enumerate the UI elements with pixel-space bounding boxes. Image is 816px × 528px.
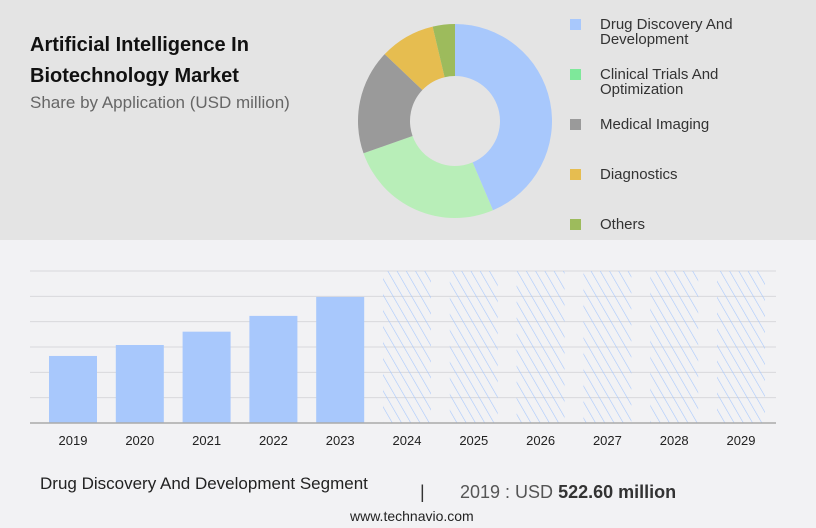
chart-subtitle: Share by Application (USD million)	[30, 93, 290, 112]
donut-slice	[432, 24, 455, 78]
bar-2022	[249, 315, 298, 423]
bar-2020	[115, 345, 164, 423]
website-link[interactable]: www.technavio.com	[350, 508, 474, 524]
x-tick-label: 2025	[459, 433, 488, 448]
legend-swatch	[570, 19, 581, 30]
x-tick-label: 2024	[393, 433, 422, 448]
legend-label: Diagnostics	[600, 166, 678, 183]
x-tick-label: 2022	[259, 433, 288, 448]
legend-label: Drug Discovery And Development	[600, 16, 733, 48]
x-tick-label: 2021	[192, 433, 221, 448]
forecast-bar-2025	[449, 271, 498, 423]
value-amount: 522.60 million	[558, 482, 677, 502]
x-tick-label: 2019	[59, 433, 88, 448]
donut-slice	[455, 24, 552, 211]
legend-item: Others	[570, 217, 800, 249]
donut-slice	[363, 135, 493, 218]
legend-item: Drug Discovery And Development	[570, 17, 800, 49]
legend-item: Diagnostics	[570, 167, 800, 199]
x-tick-label: 2026	[526, 433, 555, 448]
forecast-bar-2027	[583, 271, 632, 423]
bar-chart: 2019 2020 2021 2022 2023 2024 2025 2026 2027 2028…	[30, 270, 776, 448]
donut-slice	[384, 26, 445, 90]
forecast-bar-2028	[650, 271, 699, 423]
legend-label: Clinical Trials And Optimization	[600, 66, 719, 98]
forecast-bar-2029	[717, 271, 765, 423]
x-tick-label: 2027	[593, 433, 622, 448]
forecast-bar-2026	[516, 271, 565, 423]
segment-value: 2019 : USD 522.60 million	[460, 482, 676, 503]
x-tick-label: 2028	[660, 433, 689, 448]
donut-slice	[358, 54, 423, 154]
legend-label: Medical Imaging	[600, 116, 710, 133]
x-tick-label: 2023	[326, 433, 355, 448]
donut-chart	[358, 24, 552, 218]
bar-2023	[316, 296, 365, 423]
legend-swatch	[570, 119, 581, 130]
forecast-bar-2024	[383, 271, 431, 423]
bar-2019	[49, 355, 97, 423]
bar-2021	[182, 331, 231, 423]
segment-label: Drug Discovery And Development Segment	[40, 474, 368, 493]
legend-swatch	[570, 169, 581, 180]
x-tick-label: 2029	[727, 433, 756, 448]
x-tick-label: 2020	[125, 433, 154, 448]
legend-swatch	[570, 69, 581, 80]
legend-swatch	[570, 219, 581, 230]
separator: |	[420, 482, 425, 502]
legend-label: Others	[600, 216, 646, 233]
legend-item: Clinical Trials And Optimization	[570, 67, 800, 99]
chart-title: Artificial Intelligence In Biotechnology…	[30, 34, 249, 87]
legend-item: Medical Imaging	[570, 117, 800, 149]
year-label: 2019 : USD	[460, 482, 554, 502]
